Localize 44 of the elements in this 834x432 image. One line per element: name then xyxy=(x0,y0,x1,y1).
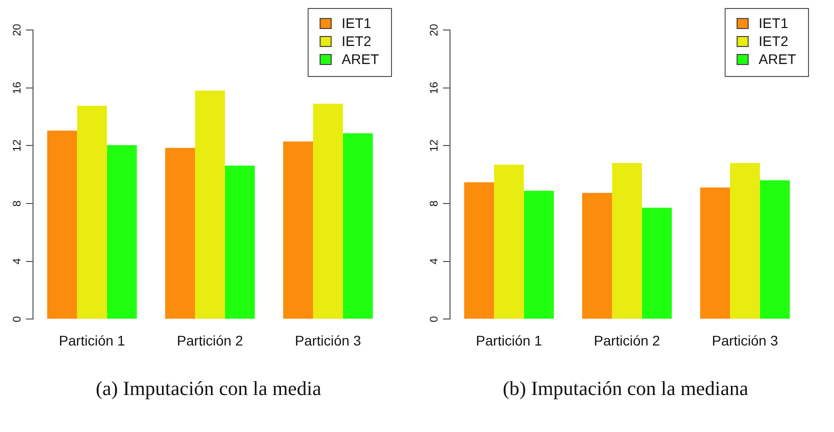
y-tick-label: 12 xyxy=(12,140,24,152)
y-tick-label: 16 xyxy=(12,82,24,94)
y-tick-label: 0 xyxy=(428,316,441,322)
y-tick-label: 8 xyxy=(428,200,441,207)
y-tick-label: 16 xyxy=(428,82,441,94)
x-tick-label: Partición 2 xyxy=(594,332,660,348)
bar xyxy=(224,166,255,319)
bar xyxy=(612,163,642,319)
legend-label: ARET xyxy=(758,50,796,67)
bar xyxy=(313,104,343,319)
legend-label: ARET xyxy=(342,50,380,67)
bar xyxy=(464,182,494,319)
bar xyxy=(47,130,78,319)
x-tick-label: Partición 3 xyxy=(712,332,778,348)
bar xyxy=(165,148,196,319)
text: (b) Imputación con la mediana xyxy=(502,378,750,401)
bar xyxy=(494,164,524,319)
x-tick-label: Partición 2 xyxy=(176,332,244,348)
bar xyxy=(195,90,225,319)
text: (a) Imputación con la media xyxy=(94,378,322,401)
x-tick-label: Partición 1 xyxy=(58,332,126,348)
y-tick-label: 4 xyxy=(12,258,24,264)
bar xyxy=(700,187,730,319)
bar xyxy=(342,133,373,319)
bar xyxy=(283,141,314,319)
bar xyxy=(106,145,137,319)
y-tick-label: 0 xyxy=(12,316,24,322)
legend-label: IET1 xyxy=(342,14,372,31)
bar xyxy=(760,180,790,319)
y-tick-label: 8 xyxy=(12,200,24,207)
bar xyxy=(582,192,612,319)
legend-label: IET1 xyxy=(758,14,788,31)
bar xyxy=(77,106,107,319)
y-tick-label: 4 xyxy=(428,258,441,264)
bar xyxy=(524,190,554,319)
y-tick-label: 20 xyxy=(12,24,24,36)
x-tick-label: Partición 1 xyxy=(476,332,542,348)
legend-label: IET2 xyxy=(758,32,788,49)
bar xyxy=(730,163,760,319)
x-tick-label: Partición 3 xyxy=(294,332,362,348)
y-tick-label: 20 xyxy=(428,24,441,36)
y-tick-label: 12 xyxy=(428,140,441,152)
bar xyxy=(642,208,672,319)
legend-label: IET2 xyxy=(342,32,372,49)
